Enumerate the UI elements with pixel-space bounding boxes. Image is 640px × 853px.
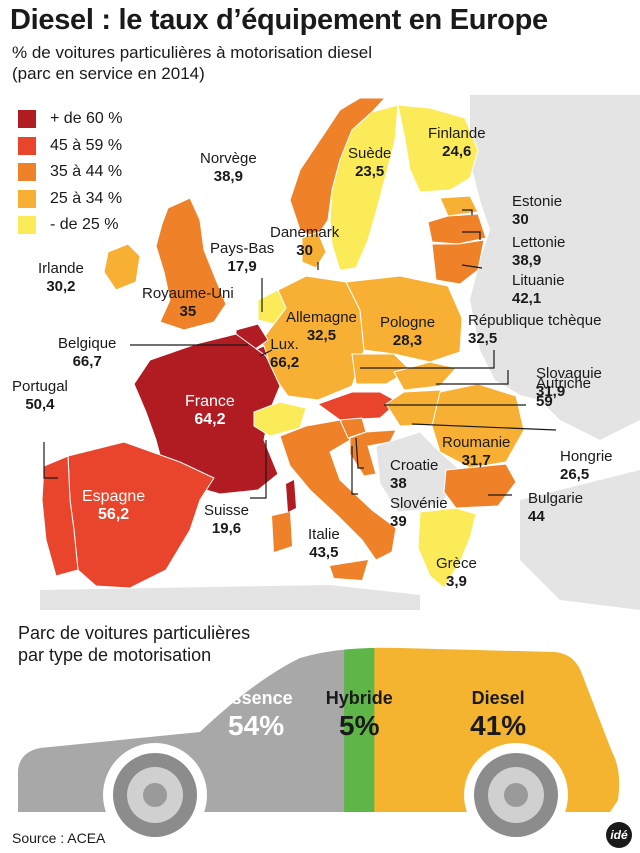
country-finlande [397,104,479,193]
label-allemagne: Allemagne 32,5 [286,309,357,344]
country-portugal [41,455,79,577]
label-france: France 64,2 [185,393,235,428]
country-estonie [439,195,479,217]
region-turkey-grey [520,470,640,610]
label-portugal: Portugal 50,4 [12,378,68,413]
wheel-front [464,743,568,840]
label-hongrie: Hongrie 26,5 [560,448,613,483]
label-bulgarie: Bulgarie 44 [528,490,584,525]
island-sardaigne [272,512,292,552]
label-suisse: Suisse 19,6 [204,502,250,537]
island-sicile [330,560,368,580]
label-croatie: Croatie 38 [390,457,439,492]
subtitle-line-2: (parc en service en 2014) [12,64,205,83]
country-bulgarie [443,463,517,509]
legend-swatch [18,216,36,235]
legend-swatch [18,110,36,129]
legend-item: - de 25 % [18,212,123,239]
legend-item: 45 à 59 % [18,133,123,160]
country-lituanie [431,239,485,285]
label-finlande: Finlande 24,6 [428,125,486,160]
country-pologne [345,275,463,363]
segment-hybride [344,647,375,813]
label-essence: Essence 54% [219,688,293,741]
label-norvege: Norvège 38,9 [200,150,257,185]
country-slovaquie [393,361,457,391]
country-croatie [349,429,397,477]
legend-label: - de 25 % [50,216,119,234]
label-slovaquie: Slovaquie 31,9 [536,365,602,400]
label-italie: Italie 43,5 [308,526,340,561]
legend-item: + de 60 % [18,106,123,133]
legend-label: 35 à 44 % [50,163,123,181]
country-grece [417,507,477,589]
motorisation-title: Parc de voitures particulières par type … [18,622,250,666]
label-diesel: Diesel 41% [470,688,527,741]
country-danemark [301,231,327,269]
country-suede [329,104,399,271]
legend-label: 45 à 59 % [50,136,123,154]
label-pologne: Pologne 28,3 [380,314,436,349]
country-royaume-uni [155,197,227,331]
region-east-grey [470,95,640,440]
publisher-logo: idé [606,822,632,848]
legend-swatch [18,189,36,208]
legend-label: 25 à 34 % [50,189,123,207]
island-corse [286,480,296,512]
page-title: Diesel : le taux d’équipement en Europe [10,4,548,36]
legend-label: + de 60 % [50,110,123,128]
motorisation-title-line-1: Parc de voitures particulières [18,623,251,643]
country-lettonie [427,213,487,245]
leader-lines [43,209,557,499]
wheel-rear [103,743,207,840]
source-note: Source : ACEA [12,830,106,846]
legend-swatch [18,136,36,155]
region-balkans-grey [375,431,461,513]
label-luxembourg: Lux. 66,2 [270,336,300,371]
label-espagne: Espagne 56,2 [82,488,146,523]
legend-swatch [18,163,36,182]
europe-map: Norvège 38,9 Suède 23,5 Finlande 24,6 Eston… [0,95,640,610]
subtitle-line-1: % de voitures particulières à motorisati… [12,43,373,62]
car-chart [18,647,620,840]
country-irlande [103,243,141,291]
label-irlande: Irlande 30,2 [38,260,84,295]
label-autriche: Autriche 59 [536,375,592,410]
label-suede: Suède 23,5 [348,145,392,180]
region-africa-grey [40,585,420,610]
motorisation-title-line-2: par type de motorisation [18,645,212,665]
legend-item: 25 à 34 % [18,186,123,213]
country-france [133,333,281,495]
label-lettonie: Lettonie 38,9 [512,234,566,269]
label-belgique: Belgique 66,7 [58,335,117,370]
legend: + de 60 % 45 à 59 % 35 à 44 % 25 à 34 % … [18,106,123,239]
label-lituanie: Lituanie 42,1 [512,272,565,307]
label-pays-bas: Pays-Bas 17,9 [210,240,275,275]
legend-item: 35 à 44 % [18,159,123,186]
label-royaume-uni: Royaume-Uni 35 [142,285,234,320]
label-danemark: Danemark 30 [270,224,340,259]
label-slovenie: Slovénie 39 [390,495,448,530]
europe-map-svg [0,95,640,610]
label-republique-tcheque: République tchèque 32,5 [468,312,602,347]
label-estonie: Estonie 30 [512,193,563,228]
label-hybride: Hybride 5% [325,688,393,741]
label-roumanie: Roumanie 31,7 [442,434,511,469]
label-grece: Grèce 3,9 [436,555,477,590]
